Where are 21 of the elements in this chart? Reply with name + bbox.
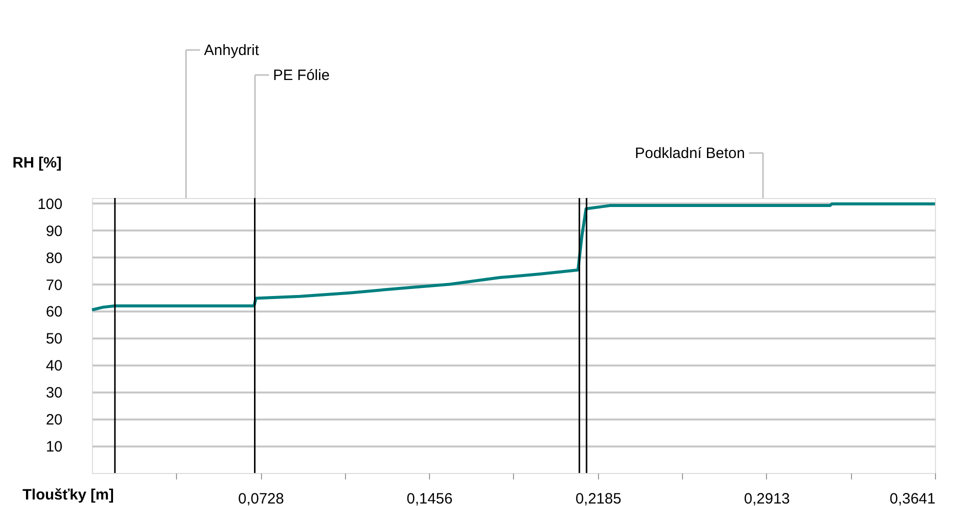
y-tick-label: 10 bbox=[46, 438, 62, 456]
x-axis-title: Tloušťky [m] bbox=[22, 486, 114, 504]
x-tick-label: 0,2185 bbox=[575, 490, 622, 506]
y-tick-label: 40 bbox=[46, 358, 62, 375]
x-tick-label: 0,3641 bbox=[890, 490, 936, 506]
text: PE Fólie bbox=[273, 67, 330, 84]
y-tick-label: 90 bbox=[46, 222, 62, 240]
y-tick-label: 70 bbox=[46, 276, 62, 294]
x-tick-label: 0,2913 bbox=[744, 490, 790, 506]
y-tick-label: 30 bbox=[46, 384, 62, 402]
y-tick-label: 50 bbox=[46, 330, 62, 348]
x-tick-label: 0,1456 bbox=[406, 490, 453, 506]
y-tick-label: 80 bbox=[46, 250, 62, 267]
y-tick-label: 100 bbox=[37, 196, 62, 213]
text: Anhydrit bbox=[204, 42, 260, 59]
y-axis-title: RH [%] bbox=[12, 154, 62, 172]
y-tick-label: 20 bbox=[46, 412, 62, 429]
y-tick-label: 60 bbox=[46, 304, 62, 321]
line-series bbox=[90, 202, 936, 312]
text: Podkladní Beton bbox=[634, 145, 745, 162]
x-tick-label: 0,0728 bbox=[238, 490, 284, 506]
